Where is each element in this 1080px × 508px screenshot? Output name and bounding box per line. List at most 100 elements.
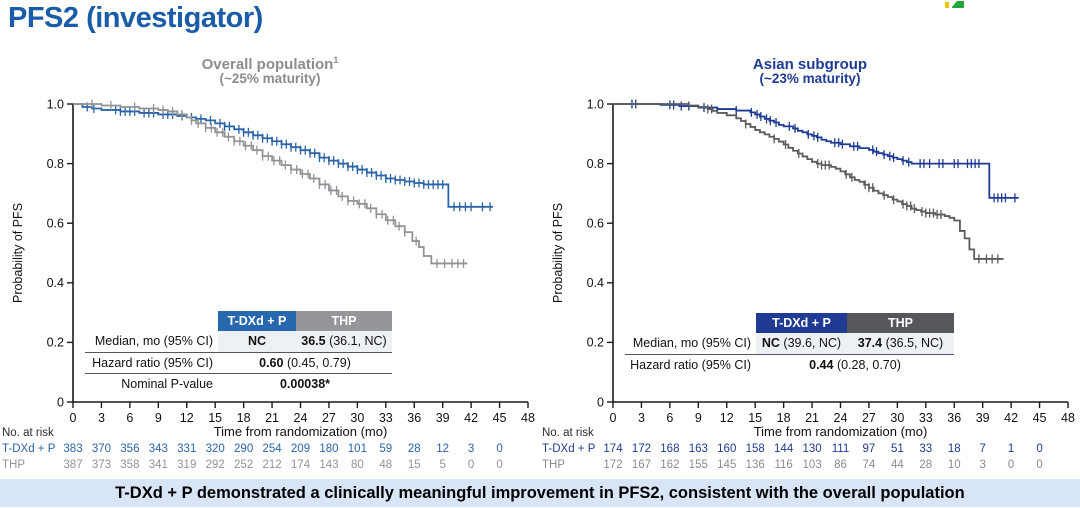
risk-value: 155: [688, 459, 708, 471]
km-curve-thp: [613, 103, 1004, 260]
x-tick-label: 21: [265, 411, 279, 425]
divider: [625, 354, 954, 355]
stats-header-thp: THP: [847, 313, 954, 333]
x-tick-label: 9: [155, 411, 162, 425]
panel-subtitle: (~23% maturity): [759, 71, 861, 86]
x-tick-label: 27: [322, 411, 336, 425]
panel-title-superscript: 1: [333, 55, 339, 65]
risk-value: 59: [379, 443, 393, 455]
risk-value: 172: [631, 443, 652, 455]
stats-median-thp: 36.5 (36.1, NC): [296, 331, 392, 352]
x-tick-label: 42: [1004, 411, 1018, 425]
panel-subtitle: (~25% maturity): [219, 71, 321, 86]
risk-value: 387: [63, 459, 83, 471]
x-tick-label: 0: [70, 411, 77, 425]
x-tick-label: 6: [666, 411, 673, 425]
y-tick-label: 0.2: [47, 336, 64, 350]
x-tick-label: 48: [521, 411, 535, 425]
risk-value: 180: [319, 443, 339, 455]
x-tick-label: 6: [126, 411, 133, 425]
risk-value: 212: [262, 459, 282, 471]
x-tick-label: 18: [777, 411, 791, 425]
y-tick-label: 1.0: [587, 97, 604, 111]
stats-row-label: Hazard ratio (95% CI): [92, 356, 213, 370]
risk-value: 116: [774, 459, 793, 471]
risk-value: 80: [350, 459, 364, 471]
x-tick-label: 18: [237, 411, 251, 425]
risk-value: 7: [979, 443, 986, 455]
risk-value: 10: [947, 459, 961, 471]
page-title: PFS2 (investigator): [8, 2, 263, 34]
risk-value: 130: [802, 443, 822, 455]
x-tick-label: 45: [493, 411, 507, 425]
x-tick-label: 48: [1061, 411, 1075, 425]
risk-value: 15: [407, 459, 421, 471]
y-tick-label: 0.4: [587, 276, 604, 290]
risk-value: 331: [177, 443, 197, 455]
risk-row-label: T-DXd + P: [542, 443, 596, 455]
x-tick-label: 39: [436, 411, 450, 425]
stats-median-tdxd: NC: [218, 331, 296, 352]
x-tick-label: 30: [890, 411, 904, 425]
divider: [85, 352, 392, 353]
risk-value: 97: [862, 443, 876, 455]
risk-value: 172: [603, 459, 623, 471]
stats-row-label: Median, mo (95% CI): [94, 334, 213, 348]
risk-value: 320: [205, 443, 225, 455]
panel-title: Asian subgroup: [560, 51, 1060, 74]
x-tick-label: 12: [180, 411, 194, 425]
risk-value: 12: [436, 443, 450, 455]
stats-median-thp: 37.4 (36.5, NC): [847, 333, 954, 354]
x-tick-label: 15: [208, 411, 222, 425]
risk-caption: No. at risk: [542, 427, 594, 439]
risk-value: 373: [91, 459, 112, 471]
risk-value: 144: [774, 443, 794, 455]
risk-value: 167: [631, 459, 652, 471]
y-tick-label: 1.0: [47, 97, 64, 111]
risk-value: 111: [831, 443, 850, 455]
risk-row-label: THP: [2, 459, 25, 471]
risk-row-thp: THP 387 373 358 341 319 292 252 212 174 143 80 48 15 5…: [0, 458, 540, 472]
stats-row-label: Hazard ratio (95% CI): [630, 358, 751, 372]
km-curve-thp: [73, 103, 468, 265]
y-tick-label: 0.8: [587, 157, 604, 171]
risk-value: 86: [834, 459, 847, 471]
x-tick-label: 9: [695, 411, 702, 425]
km-curve-t-dxd-p: [73, 103, 493, 208]
risk-value: 143: [319, 459, 339, 471]
x-tick-label: 33: [919, 411, 933, 425]
risk-value: 18: [947, 443, 961, 455]
risk-value: 358: [120, 459, 140, 471]
risk-row-thp: THP 172 167 162 155 145 136 116 103 86 74 44 28 10 3 0 0: [540, 458, 1080, 472]
risk-value: 48: [379, 459, 393, 471]
censor-marks-thp: [707, 104, 999, 264]
y-tick-label: 0.8: [47, 157, 64, 171]
risk-value: 51: [890, 443, 904, 455]
risk-value: 209: [290, 443, 311, 455]
stats-header-tdxd: T-DXd + P: [756, 313, 847, 333]
y-tick-label: 0.2: [587, 336, 604, 350]
censor-marks-t-dxd-p: [86, 102, 491, 212]
x-tick-label: 0: [610, 411, 617, 425]
y-tick-label: 0.6: [47, 217, 64, 231]
censor-marks-thp: [91, 99, 465, 268]
risk-value: 28: [919, 459, 933, 471]
panel-title-text: Overall population: [201, 56, 334, 73]
risk-value: 370: [91, 443, 112, 455]
risk-row-label: T-DXd + P: [2, 443, 56, 455]
y-axis-label: Probability of PFS: [11, 203, 25, 303]
risk-value: 319: [177, 459, 197, 471]
risk-value: 163: [688, 443, 708, 455]
risk-value: 162: [660, 459, 680, 471]
x-tick-label: 30: [350, 411, 364, 425]
risk-value: 3: [979, 459, 986, 471]
x-tick-label: 12: [720, 411, 734, 425]
stats-hazard-ratio: 0.60 (0.45, 0.79): [259, 356, 351, 370]
x-tick-label: 42: [464, 411, 478, 425]
x-axis-label: Time from randomization (mo): [754, 424, 928, 439]
y-tick-label: 0: [597, 395, 604, 409]
stats-table-asian: T-DXd + P THP Median, mo (95% CI) NC (39…: [625, 313, 954, 375]
risk-value: 290: [234, 443, 254, 455]
stats-header-thp: THP: [296, 311, 392, 331]
